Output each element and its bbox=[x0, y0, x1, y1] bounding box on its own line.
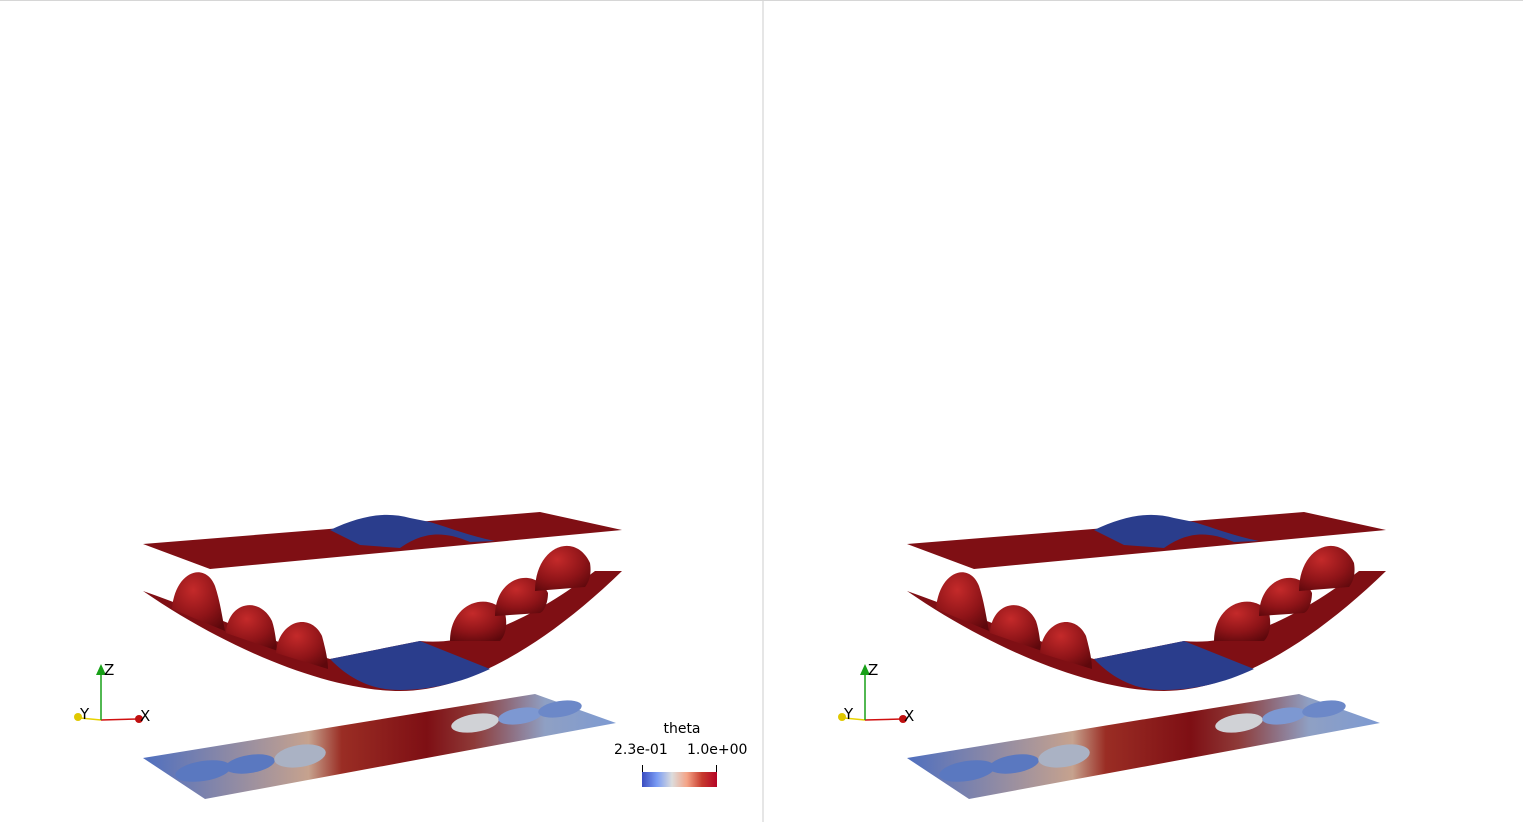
axis-x-tip bbox=[135, 715, 143, 723]
plane-spot-4 bbox=[451, 713, 499, 733]
plane-spot-1 bbox=[175, 760, 231, 782]
upper-surface-blue-band bbox=[1094, 514, 1259, 548]
axis-y-tip bbox=[74, 713, 82, 721]
axis-y-line bbox=[843, 717, 866, 721]
upper-surface-blue-band bbox=[330, 514, 495, 548]
bump-3 bbox=[276, 621, 328, 669]
axis-y-line bbox=[79, 717, 102, 721]
plane-spot-2 bbox=[989, 754, 1039, 774]
axis-x-line bbox=[864, 718, 903, 721]
plane-spot-3 bbox=[1038, 744, 1090, 768]
color-legend: theta 2.3e-01 1.0e+00 bbox=[614, 721, 754, 791]
plane-spot-6 bbox=[538, 700, 582, 718]
bump-1 bbox=[172, 572, 225, 631]
color-legend-tick-max bbox=[716, 765, 717, 773]
plane-spot-6 bbox=[1302, 700, 1346, 718]
bump-5 bbox=[495, 577, 548, 616]
axis-y-label: Y bbox=[79, 705, 90, 723]
view-splitter[interactable] bbox=[762, 1, 764, 822]
bump-4 bbox=[450, 601, 507, 641]
axis-z-label: Z bbox=[868, 661, 878, 679]
render-view-left[interactable]: X Y Z theta 2.3e-01 1.0e+00 bbox=[0, 1, 762, 822]
plane-spot-4 bbox=[1215, 713, 1263, 733]
plane-spot-2 bbox=[225, 754, 275, 774]
bump-5 bbox=[1259, 577, 1312, 616]
bump-4 bbox=[1214, 601, 1271, 641]
axis-x-tip bbox=[899, 715, 907, 723]
color-legend-tick-min bbox=[642, 765, 643, 773]
axis-x-label: X bbox=[904, 707, 914, 725]
3d-scene-left: X Y Z bbox=[74, 512, 622, 799]
color-legend-min: 2.3e-01 bbox=[614, 742, 668, 758]
orientation-axes: X Y Z bbox=[838, 661, 914, 725]
axis-x-line bbox=[100, 718, 139, 721]
bump-6 bbox=[535, 545, 591, 591]
orientation-axes: X Y Z bbox=[74, 661, 150, 725]
plane-spot-1 bbox=[939, 760, 995, 782]
top-border bbox=[0, 0, 1523, 1]
color-legend-bar bbox=[642, 772, 717, 787]
color-legend-title: theta bbox=[663, 721, 701, 737]
plane-spot-5 bbox=[498, 707, 542, 725]
axis-y-tip bbox=[838, 713, 846, 721]
axis-z-tip bbox=[860, 664, 870, 675]
lower-surface-blue-band bbox=[1094, 641, 1254, 690]
bump-1 bbox=[936, 572, 989, 631]
bump-2 bbox=[226, 605, 278, 651]
3d-scene-right: X Y Z bbox=[838, 512, 1386, 799]
lower-surface-blue-band bbox=[330, 641, 490, 690]
axis-y-label: Y bbox=[843, 705, 854, 723]
bump-6 bbox=[1299, 545, 1355, 591]
plane-spot-5 bbox=[1262, 707, 1306, 725]
lower-curved-surface bbox=[907, 571, 1386, 691]
bump-2 bbox=[990, 605, 1042, 651]
bump-3 bbox=[1040, 621, 1092, 669]
axis-x-label: X bbox=[140, 707, 150, 725]
render-view-right[interactable]: X Y Z bbox=[764, 1, 1523, 822]
lower-curved-surface bbox=[143, 571, 622, 691]
axis-z-tip bbox=[96, 664, 106, 675]
axis-z-label: Z bbox=[104, 661, 114, 679]
plane-spot-3 bbox=[274, 744, 326, 768]
color-legend-max: 1.0e+00 bbox=[687, 742, 748, 758]
